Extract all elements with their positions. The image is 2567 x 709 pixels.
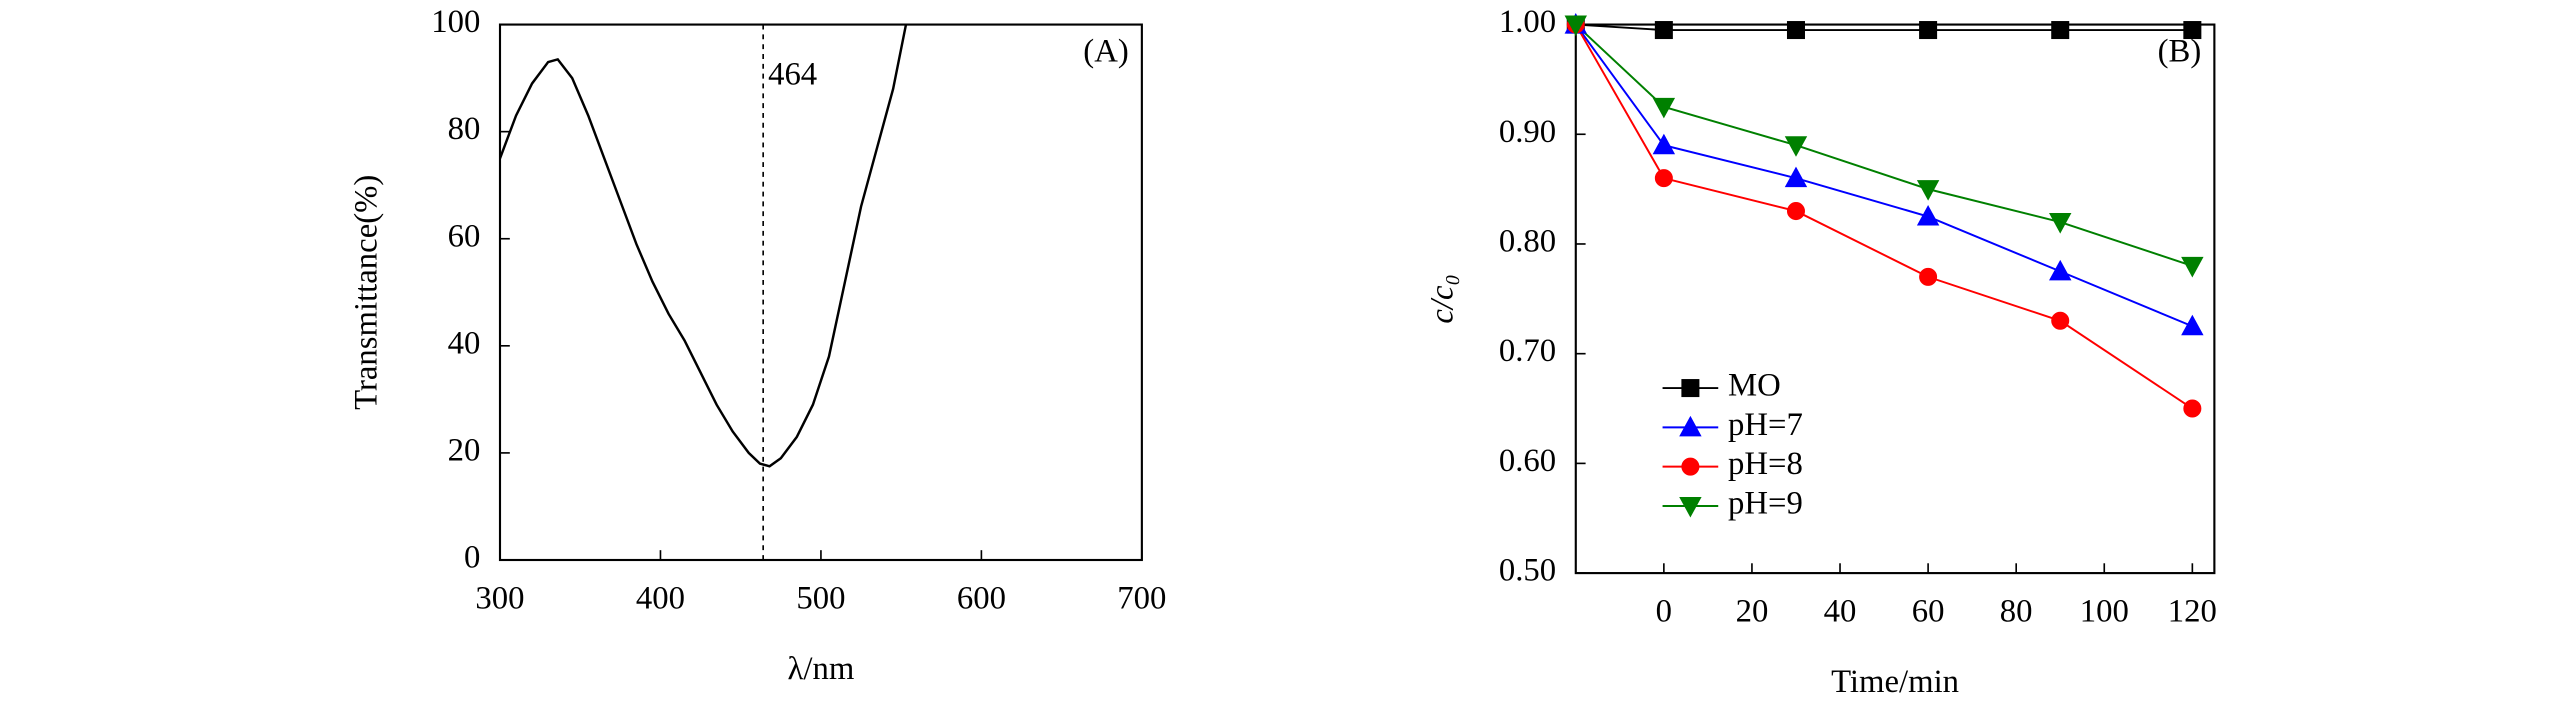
marker <box>1786 202 1805 221</box>
marker <box>1652 133 1676 155</box>
series-group <box>499 24 908 468</box>
x-tick-label: 20 <box>1736 594 1769 630</box>
reference-label: 464 <box>768 56 817 92</box>
x-tick-label: 700 <box>1117 580 1166 616</box>
y-tick-label: 1.00 <box>1499 4 1556 40</box>
panel-label: (B) <box>2158 34 2202 70</box>
marker <box>1784 166 1808 188</box>
panel-label: (A) <box>1083 34 1128 70</box>
marker <box>1681 379 1700 398</box>
y-tick-label: 80 <box>448 111 481 147</box>
marker <box>2051 21 2070 40</box>
marker <box>1654 169 1673 188</box>
marker <box>1654 21 1673 40</box>
x-tick-label: 500 <box>796 580 845 616</box>
x-tick-label: 300 <box>475 580 524 616</box>
x-tick-label: 600 <box>957 580 1006 616</box>
series-line <box>1575 23 2193 32</box>
y-tick-label: 0.50 <box>1499 553 1556 589</box>
x-tick-label: 40 <box>1824 594 1857 630</box>
x-tick-label: 120 <box>2168 594 2217 630</box>
marker <box>2181 314 2204 336</box>
marker <box>2049 259 2072 281</box>
marker <box>1652 97 1676 119</box>
x-tick-label: 80 <box>2000 594 2033 630</box>
x-tick-label: 60 <box>1912 594 1945 630</box>
x-axis-label: Time/min <box>1831 664 1959 700</box>
y-axis-label: Transmittance(%) <box>349 175 385 410</box>
legend-label: MO <box>1728 368 1781 404</box>
legend-label: pH=7 <box>1728 407 1803 443</box>
marker <box>1919 267 1938 286</box>
y-tick-label: 60 <box>448 218 481 254</box>
x-axis-label: λ/nm <box>788 651 855 687</box>
plot-frame <box>498 23 1143 562</box>
series-group <box>1575 23 2193 410</box>
y-tick-label: 0.60 <box>1499 443 1556 479</box>
marker <box>1919 21 1938 40</box>
series-line <box>1575 23 2193 328</box>
marker <box>1679 415 1702 437</box>
x-tick-label: 0 <box>1656 594 1672 630</box>
plot-frame <box>1574 23 2216 575</box>
y-axis-label: c/c₀ <box>1424 274 1460 324</box>
y-tick-label: 40 <box>448 325 481 361</box>
x-tick-label: 400 <box>636 580 685 616</box>
series-line <box>1575 24 2193 410</box>
marker <box>2183 21 2202 40</box>
marker <box>1916 180 1940 201</box>
marker <box>1916 205 1940 226</box>
y-tick-label: 0.70 <box>1499 333 1556 369</box>
legend-label: pH=9 <box>1728 485 1803 521</box>
marker <box>2051 311 2070 330</box>
x-tick-label: 100 <box>2080 594 2129 630</box>
y-tick-label: 0 <box>464 540 480 576</box>
series-line <box>499 24 908 468</box>
marker <box>1564 15 1587 37</box>
marker <box>1786 21 1805 40</box>
marker <box>2181 256 2204 278</box>
marker <box>1681 457 1700 476</box>
marker <box>1784 136 1808 157</box>
marker <box>2049 213 2072 234</box>
y-tick-label: 20 <box>448 432 481 468</box>
marker <box>2183 399 2202 418</box>
legend-label: pH=8 <box>1728 446 1803 482</box>
y-tick-label: 100 <box>431 4 480 40</box>
y-tick-label: 0.80 <box>1499 223 1556 259</box>
series-line <box>1575 23 2193 267</box>
y-tick-label: 0.90 <box>1499 114 1556 150</box>
marker <box>1679 496 1702 518</box>
